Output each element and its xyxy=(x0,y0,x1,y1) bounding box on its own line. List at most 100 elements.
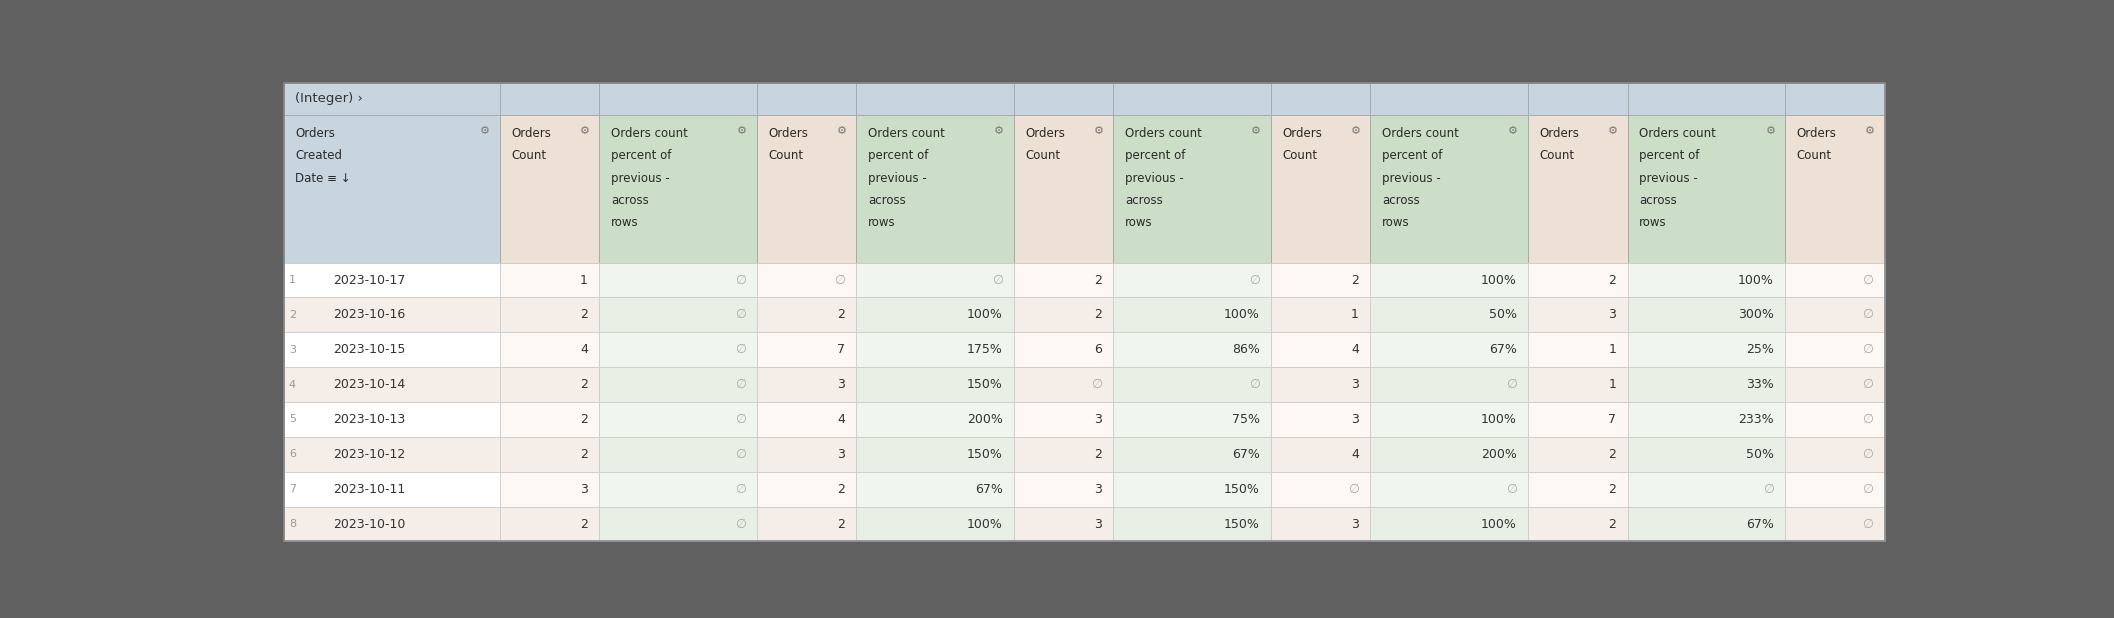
Text: 7: 7 xyxy=(1609,413,1615,426)
Bar xyxy=(501,263,600,297)
Text: ∅: ∅ xyxy=(1862,274,1873,287)
Bar xyxy=(757,332,856,367)
Bar xyxy=(1628,402,1784,437)
Text: Orders count: Orders count xyxy=(869,127,945,140)
Bar xyxy=(1528,402,1628,437)
Bar xyxy=(1114,437,1271,472)
Bar xyxy=(1528,297,1628,332)
Text: 3: 3 xyxy=(1095,413,1101,426)
Bar xyxy=(1370,402,1528,437)
Text: rows: rows xyxy=(1125,216,1152,229)
Bar xyxy=(1628,472,1784,507)
Bar xyxy=(1015,83,1114,115)
Bar xyxy=(856,402,1015,437)
Bar xyxy=(1370,507,1528,541)
Bar xyxy=(856,263,1015,297)
Text: ⚙: ⚙ xyxy=(579,125,590,135)
Text: 67%: 67% xyxy=(1232,448,1260,461)
Text: 2: 2 xyxy=(579,413,588,426)
Text: 3: 3 xyxy=(579,483,588,496)
Bar xyxy=(283,83,501,115)
Bar xyxy=(1784,402,1884,437)
Bar xyxy=(856,83,1015,115)
Text: previous -: previous - xyxy=(1125,172,1184,185)
Bar xyxy=(283,507,501,541)
Text: 200%: 200% xyxy=(966,413,1002,426)
Text: 3: 3 xyxy=(1095,517,1101,530)
Text: ∅: ∅ xyxy=(1249,274,1260,287)
Bar xyxy=(1114,297,1271,332)
Bar xyxy=(1784,332,1884,367)
Text: 2: 2 xyxy=(837,308,846,321)
Text: ⚙: ⚙ xyxy=(994,125,1004,135)
Text: percent of: percent of xyxy=(1383,150,1442,163)
Bar xyxy=(283,472,501,507)
Text: 2023-10-13: 2023-10-13 xyxy=(334,413,406,426)
Text: 1: 1 xyxy=(290,275,296,285)
Bar xyxy=(1370,297,1528,332)
Bar xyxy=(600,402,757,437)
Bar xyxy=(1015,437,1114,472)
Text: rows: rows xyxy=(1638,216,1666,229)
Bar xyxy=(1114,83,1271,115)
Text: ∅: ∅ xyxy=(1505,378,1516,391)
Text: Count: Count xyxy=(1797,150,1833,163)
Bar xyxy=(1015,472,1114,507)
Bar xyxy=(1370,263,1528,297)
Text: 1: 1 xyxy=(1609,378,1615,391)
Text: ⚙: ⚙ xyxy=(1765,125,1776,135)
Text: 1: 1 xyxy=(579,274,588,287)
Bar xyxy=(1370,83,1528,115)
Text: 3: 3 xyxy=(1351,378,1359,391)
Bar xyxy=(1271,367,1370,402)
Bar xyxy=(1370,332,1528,367)
Text: 50%: 50% xyxy=(1488,308,1516,321)
Bar xyxy=(757,367,856,402)
Text: Orders: Orders xyxy=(769,127,808,140)
Text: 2023-10-16: 2023-10-16 xyxy=(334,308,406,321)
Bar xyxy=(1370,115,1528,263)
Bar xyxy=(1628,367,1784,402)
Bar xyxy=(501,332,600,367)
Text: ⚙: ⚙ xyxy=(480,125,490,135)
Bar xyxy=(1114,332,1271,367)
Text: 2: 2 xyxy=(1609,274,1615,287)
Text: ∅: ∅ xyxy=(736,413,746,426)
Text: Orders count: Orders count xyxy=(1383,127,1459,140)
Bar xyxy=(1784,507,1884,541)
Text: 2: 2 xyxy=(1095,308,1101,321)
Text: 2: 2 xyxy=(579,308,588,321)
Bar xyxy=(600,263,757,297)
Bar xyxy=(757,83,856,115)
Bar xyxy=(1784,83,1884,115)
Text: 2: 2 xyxy=(1609,448,1615,461)
Text: ⚙: ⚙ xyxy=(1509,125,1518,135)
Text: 3: 3 xyxy=(1351,413,1359,426)
Text: 50%: 50% xyxy=(1746,448,1774,461)
Text: 2023-10-11: 2023-10-11 xyxy=(334,483,406,496)
Text: 2: 2 xyxy=(837,517,846,530)
Bar xyxy=(757,297,856,332)
Text: 3: 3 xyxy=(1095,483,1101,496)
Text: 86%: 86% xyxy=(1232,343,1260,356)
Bar xyxy=(501,472,600,507)
Text: 100%: 100% xyxy=(1482,274,1516,287)
Bar xyxy=(1015,367,1114,402)
Text: ∅: ∅ xyxy=(1862,413,1873,426)
Text: ∅: ∅ xyxy=(1862,308,1873,321)
Bar xyxy=(600,367,757,402)
Text: 2: 2 xyxy=(837,483,846,496)
Bar xyxy=(1370,367,1528,402)
Bar xyxy=(1271,472,1370,507)
Bar xyxy=(283,297,501,332)
Text: ∅: ∅ xyxy=(1091,378,1101,391)
Text: 4: 4 xyxy=(290,379,296,389)
Text: ∅: ∅ xyxy=(1505,483,1516,496)
Text: Orders count: Orders count xyxy=(611,127,687,140)
Text: (Integer) ›: (Integer) › xyxy=(296,93,364,106)
Text: ∅: ∅ xyxy=(736,483,746,496)
Bar xyxy=(600,437,757,472)
Text: 4: 4 xyxy=(579,343,588,356)
Bar xyxy=(1528,83,1628,115)
Text: ∅: ∅ xyxy=(1763,483,1774,496)
